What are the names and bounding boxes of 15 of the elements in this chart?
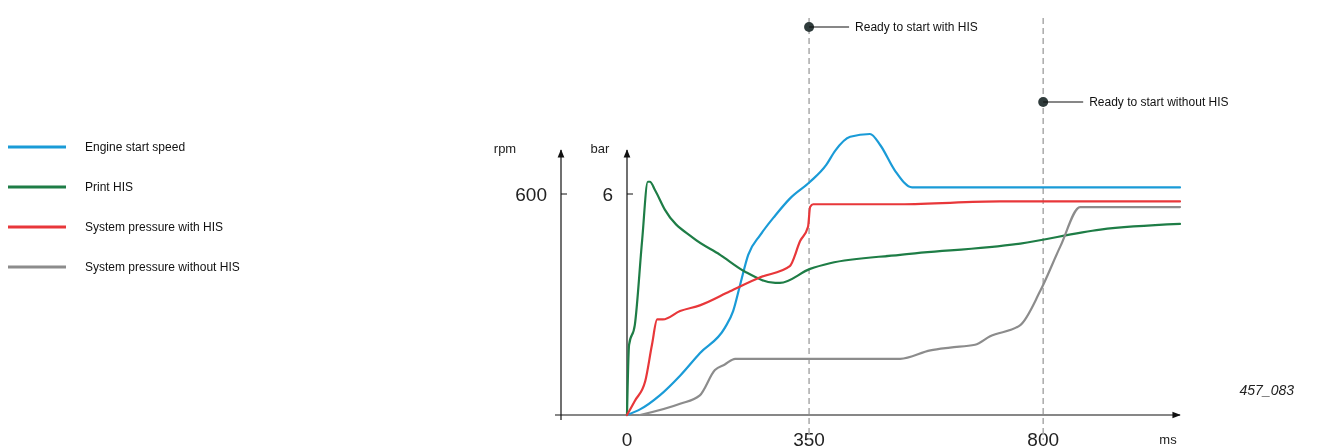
x-tick-label: 0 xyxy=(621,429,633,448)
ref-line-label: Ready to start without HIS xyxy=(1089,95,1229,109)
x-tick-label: 350 xyxy=(793,429,825,448)
x-tick-label: 800 xyxy=(1027,429,1060,448)
text: 600 xyxy=(515,184,547,205)
legend-label: Engine start speed xyxy=(85,140,186,154)
legend-label: System pressure with HIS xyxy=(85,220,224,234)
text: 6 xyxy=(602,184,613,205)
x-axis-title: ms xyxy=(1159,432,1178,447)
text: bar xyxy=(590,141,611,156)
ref-line-label: Ready to start with HIS xyxy=(855,20,978,34)
text: rpm xyxy=(493,141,517,156)
text: 457_083 xyxy=(1239,382,1295,398)
legend-label: Print HIS xyxy=(85,180,134,194)
legend-label: System pressure without HIS xyxy=(85,260,240,274)
